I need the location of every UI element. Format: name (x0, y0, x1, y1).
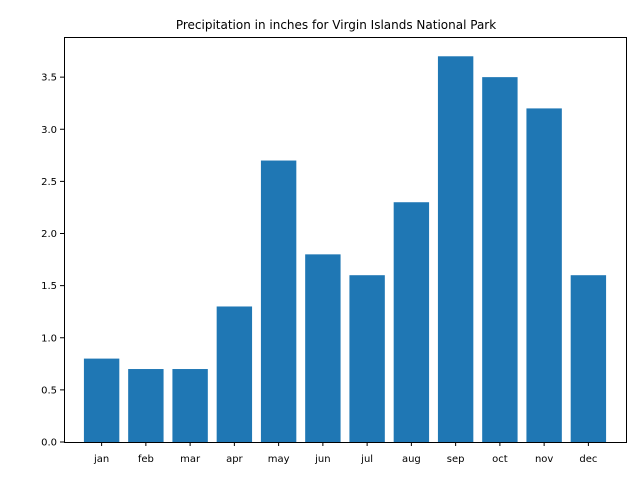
y-tick-label: 0.5 (41, 385, 57, 396)
x-tick-label-nov: nov (535, 454, 553, 465)
y-tick-label: 3.0 (41, 125, 57, 136)
x-tick-label-oct: oct (492, 454, 508, 465)
bar-mar (172, 369, 208, 442)
y-tick-label: 1.0 (41, 333, 57, 344)
bars-group (83, 56, 607, 443)
bar-dec (570, 275, 607, 442)
plot-frame (64, 37, 627, 443)
x-tick-label-feb: feb (138, 454, 154, 465)
y-axis-ticks: 0.0 0.5 1.0 1.5 2.0 2.5 3.0 3.5 (41, 73, 64, 449)
bar-may (260, 160, 297, 442)
y-tick-label: 2.5 (41, 177, 57, 188)
y-tick-label: 3.5 (41, 73, 57, 84)
bar-aug (393, 202, 430, 442)
bar-nov (526, 108, 562, 442)
y-tick-label: 0.0 (41, 438, 57, 449)
bar-jan (83, 358, 120, 442)
x-tick-label-jun: jun (314, 454, 330, 465)
y-tick-label: 2.0 (41, 229, 57, 240)
x-tick-label-aug: aug (402, 454, 421, 465)
x-axis-ticks: jan feb mar apr may jun jul aug sep oct nov dec (93, 442, 597, 465)
bar-oct (482, 77, 518, 442)
bar-jun (305, 254, 341, 442)
x-tick-label-may: may (268, 454, 290, 465)
x-tick-label-apr: apr (226, 454, 243, 465)
chart-title: Precipitation in inches for Virgin Islan… (176, 18, 496, 32)
bar-apr (216, 306, 253, 442)
bar-jul (349, 275, 385, 442)
bar-feb (128, 369, 164, 442)
y-tick-label: 1.5 (41, 281, 57, 292)
x-tick-label-jan: jan (93, 454, 109, 465)
x-tick-label-dec: dec (579, 454, 597, 465)
bar-sep (437, 56, 474, 443)
x-tick-label-mar: mar (180, 454, 201, 465)
x-tick-label-sep: sep (447, 454, 465, 465)
x-tick-label-jul: jul (360, 454, 373, 465)
